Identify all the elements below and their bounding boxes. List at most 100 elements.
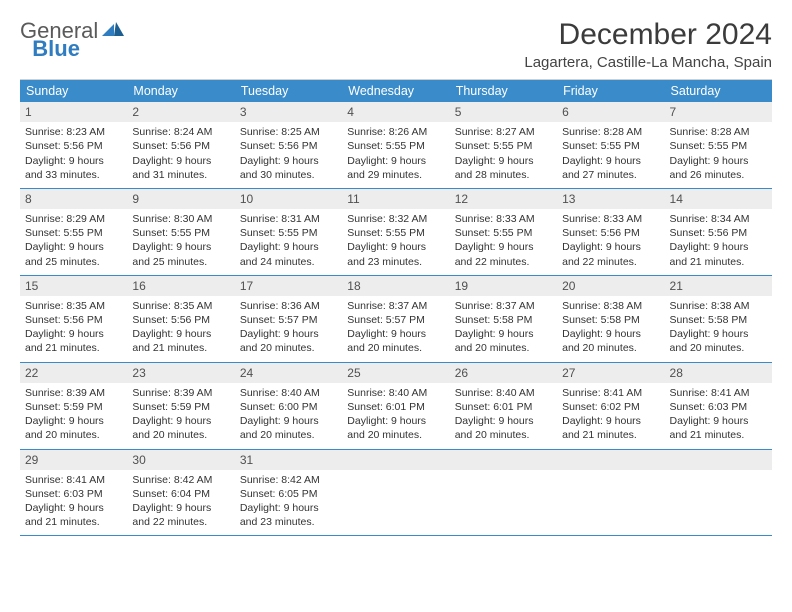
sunset-line: Sunset: 5:58 PM [455,313,552,327]
day-body: Sunrise: 8:35 AMSunset: 5:56 PMDaylight:… [20,296,127,362]
daylight-line: Daylight: 9 hours and 20 minutes. [670,327,767,355]
day-number: 15 [20,276,127,296]
day-number: 24 [235,363,342,383]
sunrise-line: Sunrise: 8:28 AM [670,125,767,139]
day-number: 18 [342,276,449,296]
sunset-line: Sunset: 5:55 PM [562,139,659,153]
day-body [665,470,772,520]
day-number: 22 [20,363,127,383]
daylight-line: Daylight: 9 hours and 31 minutes. [132,154,229,182]
sunset-line: Sunset: 6:00 PM [240,400,337,414]
day-number: 30 [127,450,234,470]
daylight-line: Daylight: 9 hours and 21 minutes. [562,414,659,442]
sunrise-line: Sunrise: 8:40 AM [240,386,337,400]
daylight-line: Daylight: 9 hours and 28 minutes. [455,154,552,182]
sunset-line: Sunset: 5:55 PM [347,139,444,153]
day-number: . [665,450,772,470]
sunrise-line: Sunrise: 8:37 AM [455,299,552,313]
sunset-line: Sunset: 5:56 PM [240,139,337,153]
day-cell: 11Sunrise: 8:32 AMSunset: 5:55 PMDayligh… [342,189,449,275]
day-number: 16 [127,276,234,296]
daylight-line: Daylight: 9 hours and 20 minutes. [132,414,229,442]
daylight-line: Daylight: 9 hours and 27 minutes. [562,154,659,182]
daylight-line: Daylight: 9 hours and 33 minutes. [25,154,122,182]
sunrise-line: Sunrise: 8:39 AM [25,386,122,400]
day-number: 9 [127,189,234,209]
logo-text-blue: Blue [32,36,80,62]
day-number: 28 [665,363,772,383]
day-body: Sunrise: 8:28 AMSunset: 5:55 PMDaylight:… [557,122,664,188]
day-cell: 19Sunrise: 8:37 AMSunset: 5:58 PMDayligh… [450,276,557,362]
day-cell: 29Sunrise: 8:41 AMSunset: 6:03 PMDayligh… [20,450,127,536]
day-number: . [557,450,664,470]
day-number: 17 [235,276,342,296]
day-number: 1 [20,102,127,122]
day-number: 23 [127,363,234,383]
day-body: Sunrise: 8:35 AMSunset: 5:56 PMDaylight:… [127,296,234,362]
day-number: . [342,450,449,470]
daylight-line: Daylight: 9 hours and 20 minutes. [25,414,122,442]
day-body: Sunrise: 8:29 AMSunset: 5:55 PMDaylight:… [20,209,127,275]
day-cell: 13Sunrise: 8:33 AMSunset: 5:56 PMDayligh… [557,189,664,275]
sunrise-line: Sunrise: 8:38 AM [670,299,767,313]
day-body: Sunrise: 8:41 AMSunset: 6:03 PMDaylight:… [665,383,772,449]
day-cell: 24Sunrise: 8:40 AMSunset: 6:00 PMDayligh… [235,363,342,449]
sunset-line: Sunset: 5:55 PM [25,226,122,240]
daylight-line: Daylight: 9 hours and 22 minutes. [132,501,229,529]
sunrise-line: Sunrise: 8:41 AM [670,386,767,400]
daylight-line: Daylight: 9 hours and 20 minutes. [347,327,444,355]
day-body: Sunrise: 8:31 AMSunset: 5:55 PMDaylight:… [235,209,342,275]
weekday-monday: Monday [127,80,234,102]
day-cell: 28Sunrise: 8:41 AMSunset: 6:03 PMDayligh… [665,363,772,449]
day-body: Sunrise: 8:25 AMSunset: 5:56 PMDaylight:… [235,122,342,188]
daylight-line: Daylight: 9 hours and 22 minutes. [562,240,659,268]
daylight-line: Daylight: 9 hours and 20 minutes. [455,327,552,355]
day-cell: . [342,450,449,536]
day-body: Sunrise: 8:40 AMSunset: 6:00 PMDaylight:… [235,383,342,449]
day-cell: 14Sunrise: 8:34 AMSunset: 5:56 PMDayligh… [665,189,772,275]
sunrise-line: Sunrise: 8:37 AM [347,299,444,313]
weekday-row: SundayMondayTuesdayWednesdayThursdayFrid… [20,80,772,102]
daylight-line: Daylight: 9 hours and 29 minutes. [347,154,444,182]
day-cell: . [557,450,664,536]
day-cell: 8Sunrise: 8:29 AMSunset: 5:55 PMDaylight… [20,189,127,275]
day-cell: 23Sunrise: 8:39 AMSunset: 5:59 PMDayligh… [127,363,234,449]
daylight-line: Daylight: 9 hours and 20 minutes. [562,327,659,355]
daylight-line: Daylight: 9 hours and 21 minutes. [670,414,767,442]
sunset-line: Sunset: 5:56 PM [132,313,229,327]
day-body [450,470,557,520]
sunrise-line: Sunrise: 8:41 AM [25,473,122,487]
sunrise-line: Sunrise: 8:30 AM [132,212,229,226]
sunset-line: Sunset: 5:55 PM [240,226,337,240]
day-cell: 27Sunrise: 8:41 AMSunset: 6:02 PMDayligh… [557,363,664,449]
day-body: Sunrise: 8:42 AMSunset: 6:04 PMDaylight:… [127,470,234,536]
day-body: Sunrise: 8:24 AMSunset: 5:56 PMDaylight:… [127,122,234,188]
day-body: Sunrise: 8:33 AMSunset: 5:55 PMDaylight:… [450,209,557,275]
day-body: Sunrise: 8:23 AMSunset: 5:56 PMDaylight:… [20,122,127,188]
sunrise-line: Sunrise: 8:29 AM [25,212,122,226]
sunrise-line: Sunrise: 8:32 AM [347,212,444,226]
day-body: Sunrise: 8:37 AMSunset: 5:58 PMDaylight:… [450,296,557,362]
day-body: Sunrise: 8:37 AMSunset: 5:57 PMDaylight:… [342,296,449,362]
day-body: Sunrise: 8:34 AMSunset: 5:56 PMDaylight:… [665,209,772,275]
daylight-line: Daylight: 9 hours and 21 minutes. [25,501,122,529]
weekday-sunday: Sunday [20,80,127,102]
sunset-line: Sunset: 5:57 PM [240,313,337,327]
week-row: 29Sunrise: 8:41 AMSunset: 6:03 PMDayligh… [20,450,772,537]
sunset-line: Sunset: 5:55 PM [455,226,552,240]
day-cell: 7Sunrise: 8:28 AMSunset: 5:55 PMDaylight… [665,102,772,188]
sunset-line: Sunset: 5:56 PM [25,313,122,327]
sunset-line: Sunset: 6:05 PM [240,487,337,501]
daylight-line: Daylight: 9 hours and 25 minutes. [132,240,229,268]
sunset-line: Sunset: 5:56 PM [670,226,767,240]
week-row: 1Sunrise: 8:23 AMSunset: 5:56 PMDaylight… [20,102,772,189]
daylight-line: Daylight: 9 hours and 22 minutes. [455,240,552,268]
logo: General Blue [20,18,176,44]
day-cell: 17Sunrise: 8:36 AMSunset: 5:57 PMDayligh… [235,276,342,362]
day-body: Sunrise: 8:38 AMSunset: 5:58 PMDaylight:… [665,296,772,362]
day-number: 6 [557,102,664,122]
sunrise-line: Sunrise: 8:42 AM [132,473,229,487]
sunset-line: Sunset: 5:55 PM [455,139,552,153]
day-cell: 16Sunrise: 8:35 AMSunset: 5:56 PMDayligh… [127,276,234,362]
day-number: 19 [450,276,557,296]
